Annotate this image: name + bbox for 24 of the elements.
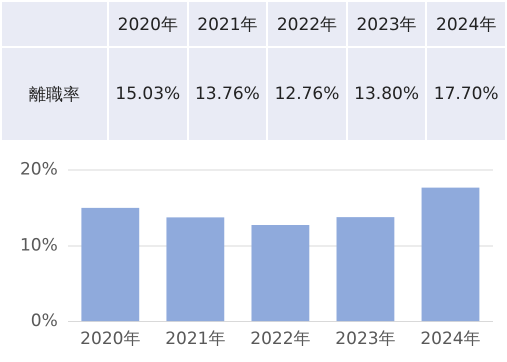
y-tick-label: 10% <box>20 235 58 256</box>
data-label: 15.03% <box>108 47 188 141</box>
bar <box>422 188 480 322</box>
y-tick-label: 20% <box>20 160 58 180</box>
x-tick-label: 2022年 <box>250 329 311 350</box>
x-tick-label: 2020年 <box>80 329 140 350</box>
y-tick-label: 0% <box>30 311 58 332</box>
data-label: 13.76% <box>188 47 268 141</box>
x-tick-label: 2023年 <box>335 329 396 350</box>
bar <box>81 208 140 322</box>
category-label: 2023年 <box>356 14 417 34</box>
bar <box>336 217 394 322</box>
data-label: 12.76% <box>267 47 347 141</box>
category-label: 2020年 <box>118 14 178 34</box>
category-label: 2024年 <box>436 14 496 34</box>
x-tick-label: 2024年 <box>420 329 481 350</box>
category-label: 2021年 <box>197 14 258 34</box>
bar <box>251 225 310 322</box>
category-label: 2022年 <box>276 14 338 34</box>
data-label: 13.80% <box>346 47 426 141</box>
text: 離職率 <box>1 47 108 141</box>
x-tick-label: 2021年 <box>165 329 226 350</box>
data-label: 17.70% <box>426 47 506 141</box>
bar <box>166 217 224 322</box>
